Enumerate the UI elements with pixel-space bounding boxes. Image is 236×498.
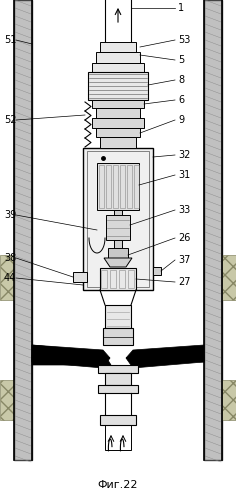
Bar: [96, 52, 140, 63]
Bar: [97, 163, 139, 210]
Text: 53: 53: [178, 35, 190, 45]
Bar: [113, 165, 118, 208]
Text: 37: 37: [178, 255, 190, 265]
Text: 39: 39: [4, 210, 16, 220]
Text: 6: 6: [178, 95, 184, 105]
Bar: [83, 148, 153, 290]
Bar: [0, 255, 14, 300]
Text: 31: 31: [178, 170, 190, 180]
Bar: [98, 365, 138, 373]
Bar: [105, 305, 131, 328]
Bar: [120, 165, 125, 208]
Bar: [108, 248, 128, 262]
Bar: [106, 165, 111, 208]
Polygon shape: [32, 345, 111, 365]
Bar: [103, 328, 133, 345]
Bar: [0, 380, 14, 420]
Text: 27: 27: [178, 277, 190, 287]
Bar: [204, 0, 222, 460]
Bar: [96, 108, 140, 118]
Bar: [106, 215, 130, 240]
Bar: [92, 118, 144, 128]
Text: 2: 2: [178, 355, 184, 365]
Bar: [99, 165, 104, 208]
Bar: [128, 270, 134, 288]
Bar: [98, 385, 138, 393]
Polygon shape: [32, 345, 110, 362]
Bar: [101, 270, 107, 288]
Text: 52: 52: [4, 115, 17, 125]
Bar: [87, 151, 149, 287]
Bar: [100, 42, 136, 52]
Bar: [92, 63, 144, 72]
Bar: [222, 255, 236, 300]
Bar: [14, 0, 32, 460]
Text: 51: 51: [4, 35, 16, 45]
Polygon shape: [126, 355, 204, 368]
Bar: [88, 72, 148, 100]
Text: 38: 38: [4, 253, 16, 263]
Bar: [153, 267, 161, 275]
Bar: [100, 415, 136, 425]
Bar: [222, 380, 236, 420]
Bar: [110, 270, 116, 288]
Polygon shape: [104, 258, 132, 267]
Text: 8: 8: [178, 75, 184, 85]
Bar: [105, 425, 131, 450]
Bar: [134, 165, 139, 208]
Text: 33: 33: [178, 205, 190, 215]
Text: Фиг.22: Фиг.22: [98, 480, 138, 490]
Polygon shape: [126, 345, 204, 362]
Text: 5: 5: [178, 55, 184, 65]
Bar: [100, 268, 136, 290]
Bar: [73, 272, 87, 282]
Bar: [105, 373, 131, 385]
Bar: [96, 128, 140, 137]
Bar: [127, 165, 132, 208]
Text: 32: 32: [178, 150, 190, 160]
Bar: [100, 137, 136, 148]
Polygon shape: [32, 355, 110, 368]
Bar: [119, 270, 125, 288]
Bar: [114, 210, 122, 255]
Bar: [92, 100, 144, 108]
Bar: [105, 0, 131, 58]
Text: 9: 9: [178, 115, 184, 125]
Text: 26: 26: [178, 233, 190, 243]
Text: 1: 1: [178, 3, 184, 13]
Text: 44: 44: [4, 273, 16, 283]
